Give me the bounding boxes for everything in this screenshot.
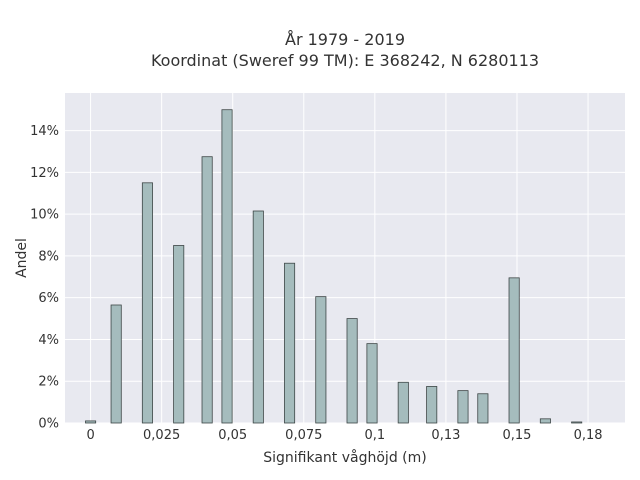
y-axis-label: Andel bbox=[14, 238, 30, 278]
y-tick-label: 0% bbox=[38, 417, 59, 432]
histogram-bar bbox=[315, 296, 327, 424]
y-tick-label: 2% bbox=[38, 375, 59, 390]
histogram-bar bbox=[346, 318, 358, 424]
histogram-bar bbox=[85, 420, 97, 424]
y-tick-label: 8% bbox=[38, 249, 59, 264]
y-tick-label: 4% bbox=[38, 333, 59, 348]
histogram-bar bbox=[508, 277, 520, 424]
histogram-bar bbox=[110, 304, 122, 424]
x-tick-label: 0,025 bbox=[143, 428, 180, 443]
y-tick-label: 12% bbox=[30, 166, 59, 181]
x-tick-label: 0,15 bbox=[503, 428, 532, 443]
x-tick-label: 0,05 bbox=[218, 428, 247, 443]
histogram-bar bbox=[539, 418, 551, 424]
y-tick-label: 6% bbox=[38, 291, 59, 306]
x-axis-label: Signifikant våghöjd (m) bbox=[263, 449, 426, 466]
x-tick-label: 0,1 bbox=[365, 428, 386, 443]
histogram-bar bbox=[252, 210, 264, 424]
histogram-bar bbox=[284, 262, 296, 424]
x-tick-label: 0,18 bbox=[574, 428, 603, 443]
x-tick-label: 0,13 bbox=[431, 428, 460, 443]
plot-area bbox=[65, 93, 625, 423]
grid-lines bbox=[65, 93, 625, 424]
histogram-bar bbox=[201, 156, 213, 424]
y-tick-labels: 0% 2% 4% 6% 8% 10% 12% 14% bbox=[30, 124, 59, 431]
histogram-bar bbox=[221, 109, 233, 424]
x-tick-label: 0 bbox=[86, 428, 94, 443]
histogram-bar bbox=[397, 381, 409, 424]
histogram-bar bbox=[477, 393, 489, 424]
histogram-bar bbox=[173, 245, 185, 424]
histogram-bar bbox=[571, 421, 583, 424]
histogram-bar bbox=[141, 182, 153, 424]
y-tick-label: 10% bbox=[30, 208, 59, 223]
x-tick-label: 0,075 bbox=[285, 428, 322, 443]
chart-title-line-2: Koordinat (Sweref 99 TM): E 368242, N 62… bbox=[151, 51, 539, 70]
histogram-bar bbox=[366, 343, 378, 424]
chart-title-line-1: År 1979 - 2019 bbox=[285, 30, 405, 49]
histogram-bar bbox=[457, 390, 469, 424]
histogram-bar bbox=[426, 386, 438, 424]
y-tick-label: 14% bbox=[30, 124, 59, 139]
bars bbox=[85, 109, 583, 424]
x-tick-labels: 0 0,025 0,05 0,075 0,1 0,13 0,15 0,18 bbox=[86, 428, 602, 443]
